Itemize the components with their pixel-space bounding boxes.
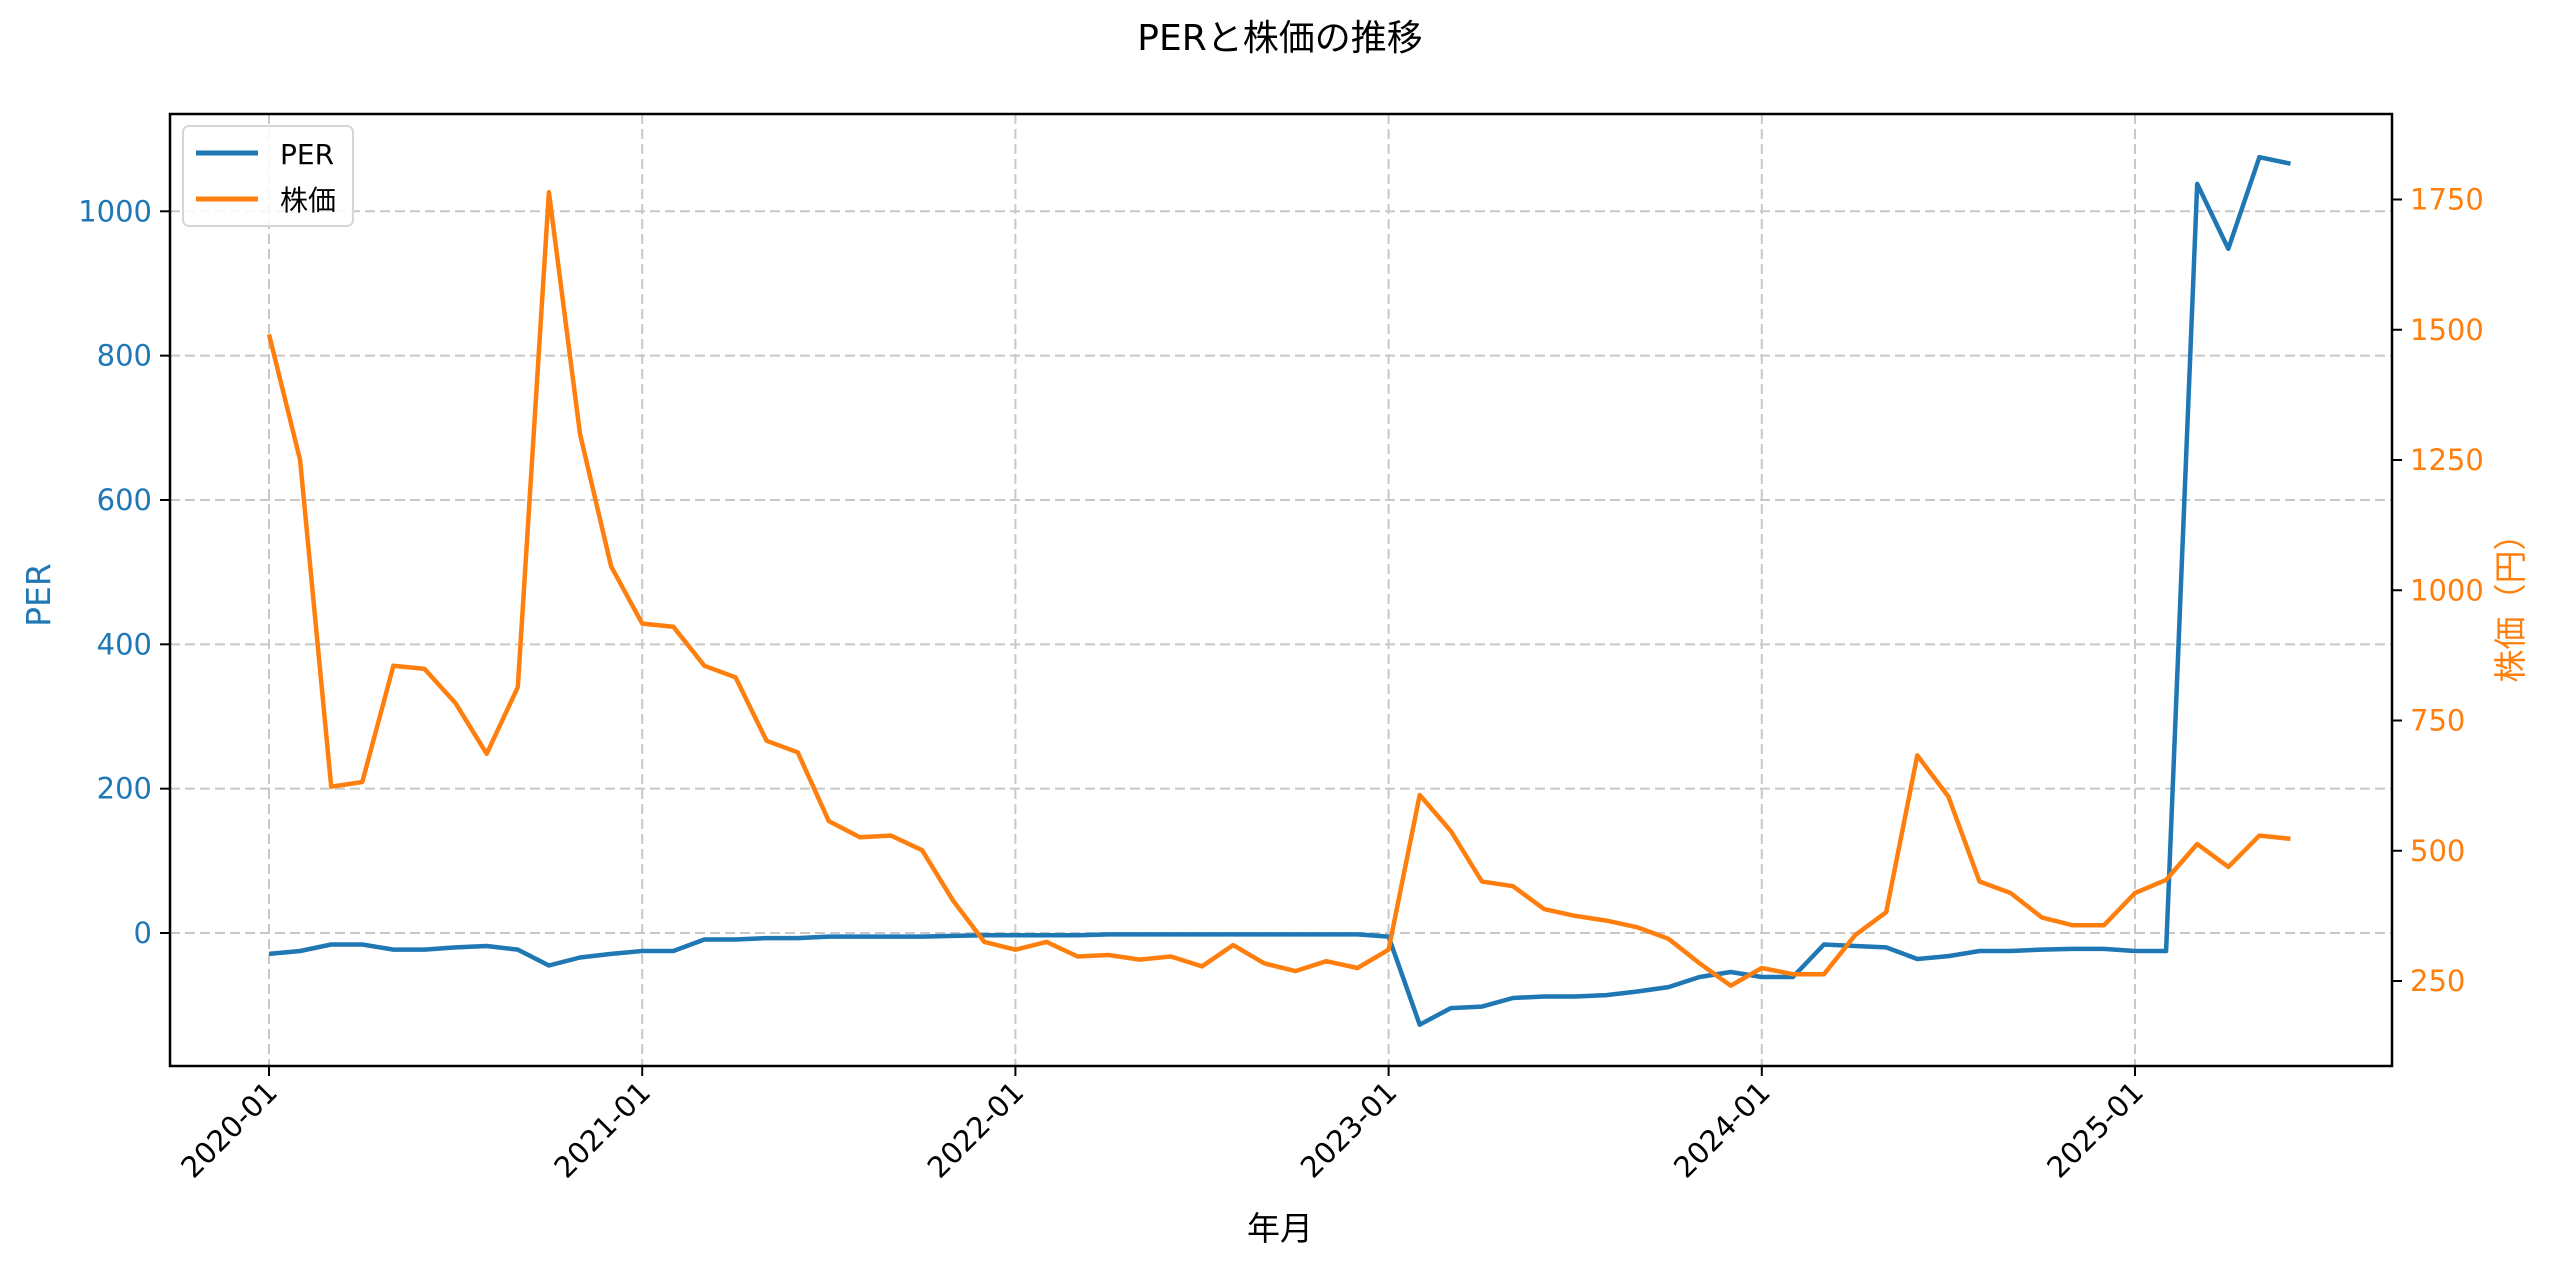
y-tick-label-right: 750	[2410, 704, 2465, 738]
y-tick-label-left: 600	[97, 483, 152, 517]
legend-per-label: PER	[280, 138, 334, 171]
x-tick-label: 2024-01	[1667, 1075, 1777, 1185]
y-tick-label-left: 800	[97, 339, 152, 373]
x-tick-label: 2020-01	[174, 1075, 284, 1185]
y-tick-label-left: 400	[97, 627, 152, 661]
x-axis: 2020-01 2021-01 2022-01 2023-01 2024-01 2025-…	[174, 1066, 2150, 1185]
x-tick-label: 2023-01	[1294, 1075, 1404, 1185]
legend: PER 株価	[182, 125, 354, 227]
x-tick-label: 2021-01	[547, 1075, 657, 1185]
y-tick-label-left: 1000	[78, 194, 152, 228]
x-axis-label: 年月	[1247, 1209, 1313, 1248]
y-tick-label-right: 1000	[2410, 573, 2484, 607]
per-line	[268, 154, 2291, 1027]
chart-title: PERと株価の推移	[1137, 18, 1422, 59]
y-tick-label-left: 200	[97, 772, 152, 806]
x-tick-label: 2022-01	[921, 1075, 1031, 1185]
y-tick-label-right: 250	[2410, 964, 2465, 998]
y-tick-label-right: 1750	[2410, 183, 2484, 217]
y-tick-label-left: 0	[134, 916, 152, 950]
grid-lines	[170, 114, 2392, 1066]
x-tick-label: 2025-01	[2040, 1075, 2150, 1185]
y-axis-label-right: 株価（円）	[2491, 518, 2530, 683]
right-y-axis: 250 500 750 1000 1250 1500 1750	[2392, 183, 2484, 998]
price-line	[266, 189, 2291, 988]
legend-price-label: 株価	[280, 184, 336, 217]
y-axis-label-left: PER	[19, 563, 58, 627]
y-tick-label-right: 1500	[2410, 313, 2484, 347]
y-tick-label-right: 1250	[2410, 443, 2484, 477]
y-tick-label-right: 500	[2410, 834, 2465, 868]
series-lines	[266, 154, 2291, 1027]
left-y-axis: 0 200 400 600 800 1000	[78, 194, 170, 950]
